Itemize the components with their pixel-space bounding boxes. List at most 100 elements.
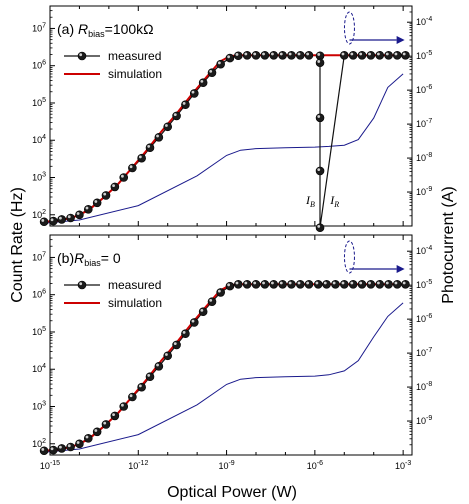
measured-point: [49, 445, 58, 455]
measured-point-highlight: [402, 281, 406, 285]
tick-exponent: -6: [317, 460, 323, 467]
measured-point: [348, 51, 358, 60]
measured-point: [357, 51, 367, 60]
panel-a: 10210310410510610710-910-810-710-610-510…: [32, 5, 432, 233]
measured-point: [49, 216, 58, 226]
measured-point: [119, 173, 129, 182]
measured-point: [251, 280, 261, 289]
measured-point-highlight: [235, 53, 239, 56]
measured-point-highlight: [262, 52, 265, 56]
measured-point-highlight: [156, 363, 159, 367]
tick-exponent: 6: [42, 289, 46, 296]
measured-point: [331, 280, 340, 289]
annotation-label: IB: [305, 193, 315, 209]
measured-point-highlight: [359, 281, 363, 285]
measured-point-highlight: [147, 145, 151, 148]
tick-exponent: 6: [42, 60, 46, 67]
tick-base: 10: [416, 246, 426, 256]
measured-point: [242, 280, 252, 289]
tick-exponent: -7: [426, 347, 432, 354]
measured-point-highlight: [217, 289, 221, 293]
y-tick-label: 107: [32, 22, 46, 33]
tick-base: 10: [32, 439, 42, 449]
measured-point-highlight: [227, 283, 231, 287]
tick-base: 10: [416, 416, 426, 426]
measured-point: [57, 444, 67, 453]
measured-point-highlight: [315, 281, 319, 285]
measured-point-highlight: [173, 342, 177, 345]
tick-base: 10: [416, 348, 426, 358]
measured-point: [92, 427, 102, 437]
tick-exponent: -15: [50, 460, 60, 467]
photocurrent-line: [44, 73, 404, 224]
measured-point: [66, 442, 75, 452]
plot-frame: [49, 234, 413, 456]
tick-exponent: 4: [42, 134, 46, 141]
measured-point: [392, 280, 402, 289]
plot-frame: [49, 5, 413, 227]
measured-point-highlight: [182, 101, 186, 105]
measured-point-highlight: [41, 219, 45, 222]
tick-base: 10: [32, 135, 42, 145]
tick-base: 10: [32, 173, 42, 183]
measured-point: [57, 215, 67, 224]
measured-point: [375, 280, 385, 289]
measured-point-highlight: [112, 184, 115, 187]
simulation-line: [44, 283, 406, 452]
tick-exponent: 3: [42, 172, 46, 179]
measured-point-highlight: [394, 52, 398, 56]
x-tick-label: 10-3: [395, 460, 411, 471]
measured-point: [287, 51, 296, 60]
legend-measured-marker: [77, 280, 87, 290]
measured-point: [295, 280, 305, 289]
panel-title-var: R: [78, 21, 88, 37]
measured-point-highlight: [50, 447, 54, 451]
measured-point-highlight: [359, 52, 363, 56]
tick-exponent: 7: [42, 251, 46, 258]
measured-point-highlight: [279, 52, 283, 56]
y-tick-label: 106: [32, 289, 46, 300]
measured-point-highlight: [235, 281, 239, 285]
measured-point: [101, 420, 111, 429]
measured-point-highlight: [317, 53, 321, 56]
y2-tick-label: 10-6: [416, 84, 432, 95]
measured-point-highlight: [138, 155, 142, 159]
measured-point: [189, 89, 199, 98]
measured-point: [198, 78, 208, 87]
measured-point: [375, 51, 385, 60]
measured-point: [137, 153, 146, 163]
tick-base: 10: [416, 187, 426, 197]
tick-base: 10: [218, 461, 228, 471]
measured-line: [44, 283, 406, 452]
measured-point: [401, 51, 410, 60]
measured-point: [269, 280, 279, 289]
legend-simulation-label: simulation: [108, 67, 162, 81]
measured-point-highlight: [67, 444, 71, 448]
measured-point: [181, 329, 190, 338]
measured-point-highlight: [244, 52, 248, 56]
x-tick-label: 10-12: [128, 460, 148, 471]
panel-title-prefix: (b): [57, 250, 74, 266]
measured-point: [304, 51, 314, 60]
tick-exponent: 3: [42, 401, 46, 408]
measured-point-highlight: [244, 281, 248, 285]
measured-point-highlight: [253, 281, 257, 285]
y2-tick-label: 10-7: [416, 347, 432, 358]
measured-point: [216, 59, 225, 69]
tick-exponent: -6: [426, 313, 432, 320]
tick-exponent: 7: [42, 22, 46, 29]
tick-exponent: -5: [426, 50, 432, 57]
measured-point-highlight: [147, 374, 151, 377]
measured-point: [39, 446, 49, 456]
tick-exponent: -7: [426, 118, 432, 125]
measured-point: [366, 51, 376, 60]
y-tick-label: 102: [32, 438, 46, 449]
annotation-label: IR: [329, 193, 339, 209]
tick-base: 10: [40, 461, 50, 471]
panel-title-suffix: =100kΩ: [105, 21, 154, 37]
measured-point-highlight: [103, 192, 107, 196]
tick-base: 10: [416, 85, 426, 95]
y-tick-label: 106: [32, 60, 46, 71]
measured-point-highlight: [103, 421, 107, 425]
tick-exponent: -5: [426, 279, 432, 286]
